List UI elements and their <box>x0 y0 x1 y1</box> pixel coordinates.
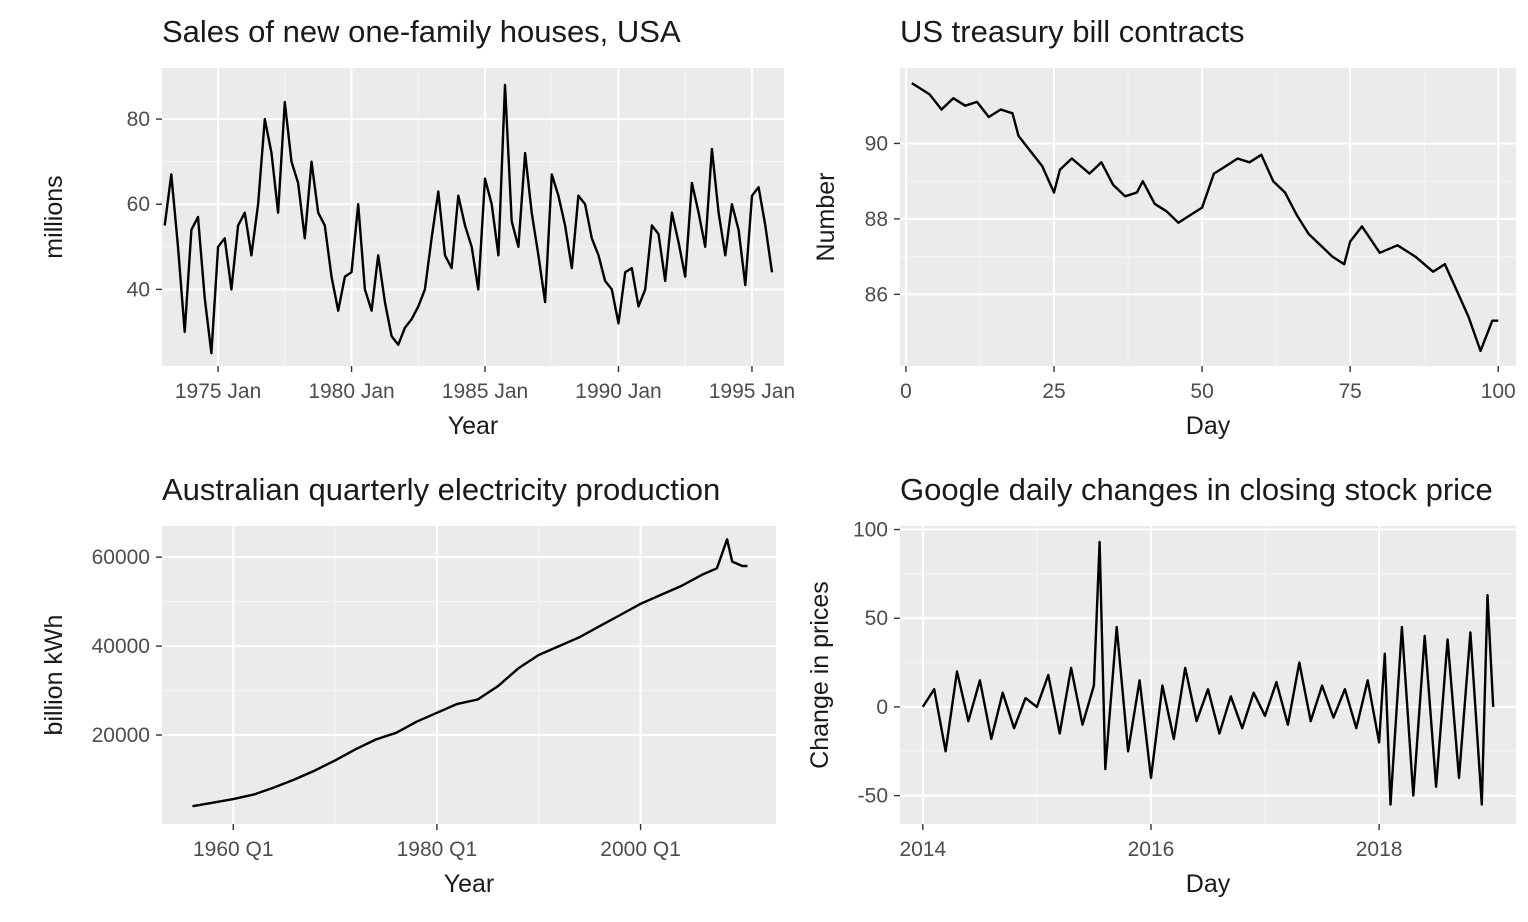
series-line <box>921 540 1495 806</box>
y-tick-label: 50 <box>865 607 888 630</box>
y-axis-title: Change in prices <box>806 581 834 769</box>
x-tick-label: 0 <box>900 380 912 403</box>
x-tick-label: 100 <box>1481 380 1516 403</box>
y-tick-label: 20000 <box>92 724 150 747</box>
chart-title: US treasury bill contracts <box>900 14 1245 49</box>
x-tick-label: 1985 Jan <box>442 380 528 403</box>
y-axis-title: Number <box>812 173 840 262</box>
y-tick-label: 40 <box>127 278 150 301</box>
plot-panel-background <box>900 68 1516 366</box>
series-line <box>192 538 748 808</box>
plot-panel-background <box>162 68 784 366</box>
x-axis-title: Day <box>1186 870 1231 898</box>
y-tick-label: -50 <box>858 785 888 808</box>
x-tick-label: 2000 Q1 <box>600 838 681 861</box>
x-tick-label: 2018 <box>1356 838 1403 861</box>
y-tick-label: 60 <box>127 193 150 216</box>
x-axis-title: Year <box>444 870 495 898</box>
chart-panel-1: 40 60 80 1975 Jan 1980 Jan 1985 Jan 1990 Jan 19… <box>40 14 795 440</box>
x-axis-title: Year <box>448 412 499 440</box>
y-axis-title: billion kWh <box>40 615 68 736</box>
chart-panel-2: 86 88 90 0 25 50 75 100 US treasury bill contrac… <box>812 14 1516 440</box>
x-tick-label: 75 <box>1338 380 1361 403</box>
y-tick-label: 88 <box>865 208 888 231</box>
plot-panel-background <box>162 526 776 824</box>
chart-title: Google daily changes in closing stock pr… <box>900 472 1493 507</box>
series-line <box>163 83 774 355</box>
series-line <box>911 82 1499 353</box>
x-tick-label: 1990 Jan <box>575 380 661 403</box>
x-tick-label: 1995 Jan <box>709 380 795 403</box>
x-tick-label: 50 <box>1190 380 1213 403</box>
plot-panel-background <box>900 526 1516 824</box>
y-tick-label: 100 <box>853 519 888 542</box>
y-tick-label: 40000 <box>92 635 150 658</box>
chart-panel-3: 20000 40000 60000 1960 Q1 1980 Q1 2000 Q1 Aust… <box>40 472 776 898</box>
x-tick-label: 2014 <box>899 838 946 861</box>
x-tick-label: 1980 Q1 <box>397 838 478 861</box>
y-tick-label: 80 <box>127 108 150 131</box>
y-tick-label: 60000 <box>92 546 150 569</box>
x-tick-label: 25 <box>1042 380 1065 403</box>
chart-title: Sales of new one-family houses, USA <box>162 14 681 49</box>
y-axis-title: millions <box>40 175 68 258</box>
x-axis-title: Day <box>1186 412 1231 440</box>
x-tick-label: 1960 Q1 <box>193 838 274 861</box>
chart-title: Australian quarterly electricity product… <box>162 472 720 507</box>
y-tick-label: 0 <box>876 696 888 719</box>
chart-panel-4: -50 0 50 100 2014 2016 2018 Google daily change… <box>806 472 1516 898</box>
x-tick-label: 1975 Jan <box>175 380 261 403</box>
y-tick-label: 90 <box>865 132 888 155</box>
y-tick-label: 86 <box>865 283 888 306</box>
x-tick-label: 2016 <box>1128 838 1175 861</box>
x-tick-label: 1980 Jan <box>308 380 394 403</box>
